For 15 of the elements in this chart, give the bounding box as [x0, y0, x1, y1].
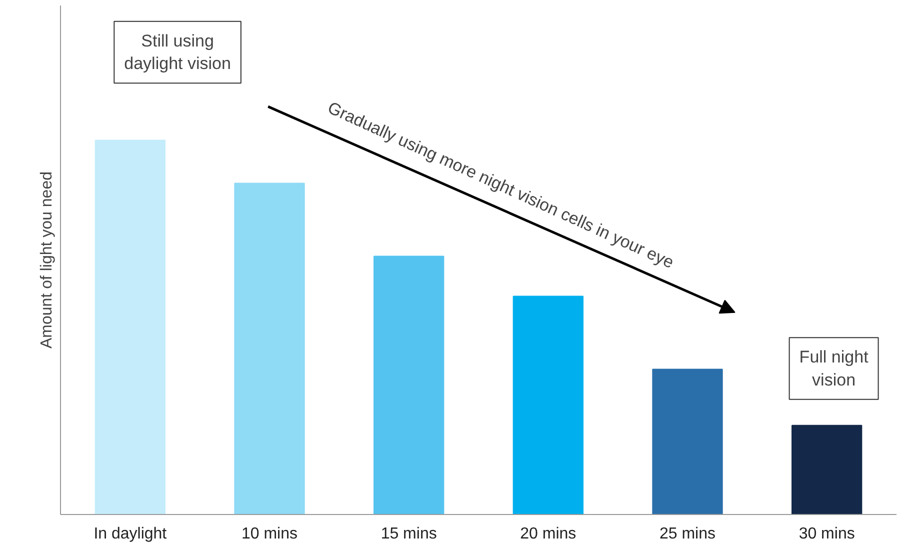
x-tick-label: 15 mins — [380, 526, 437, 542]
bar — [374, 256, 444, 514]
bar — [512, 296, 584, 514]
bar — [94, 140, 166, 514]
bar — [234, 182, 305, 514]
x-tick-label: 20 mins — [520, 526, 576, 542]
text: Still using daylight vision — [124, 31, 231, 74]
x-tick-label: 25 mins — [659, 526, 716, 542]
y-axis-title: Amount of light you need — [38, 171, 56, 349]
annotation: Full night vision — [799, 348, 869, 390]
x-tick-label: 30 mins — [798, 526, 855, 542]
bar — [792, 424, 862, 514]
x-tick-label: In daylight — [94, 526, 168, 542]
bar — [652, 368, 723, 514]
x-tick-label: 10 mins — [241, 526, 298, 542]
